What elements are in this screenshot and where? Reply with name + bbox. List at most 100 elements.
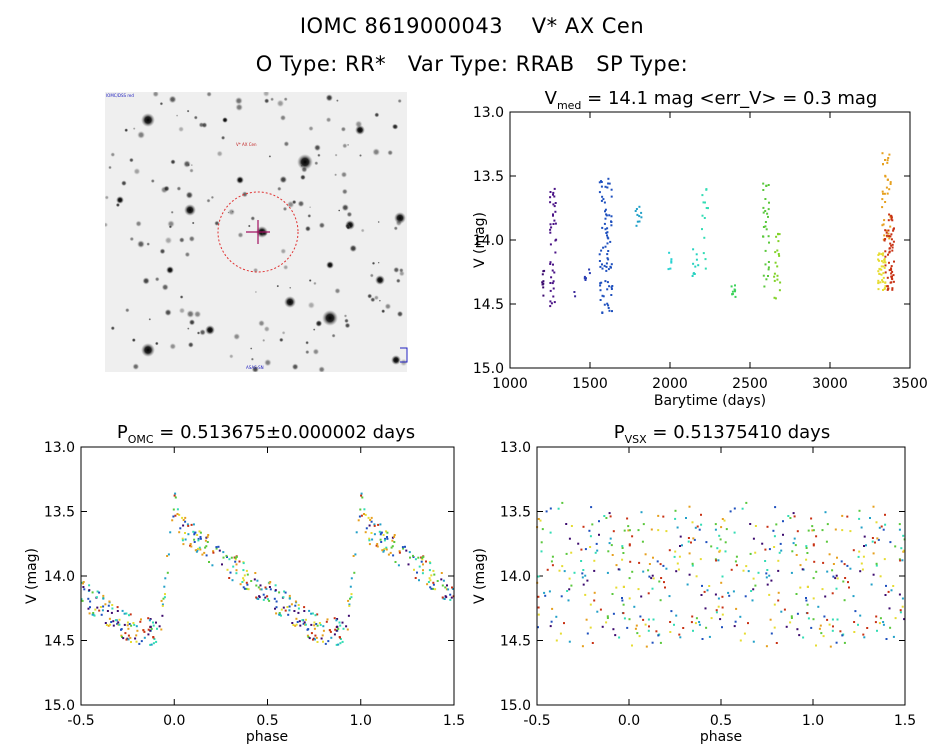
phase-point bbox=[678, 633, 681, 636]
phase-point bbox=[350, 593, 353, 596]
phase-point bbox=[826, 523, 829, 526]
phase-point bbox=[745, 565, 748, 568]
phase-point bbox=[299, 624, 302, 627]
lightcurve-point bbox=[611, 310, 613, 313]
phase-point bbox=[166, 571, 169, 574]
phase-point bbox=[182, 519, 185, 521]
x-tick-label: 0.5 bbox=[256, 713, 278, 729]
lightcurve-point bbox=[606, 231, 609, 234]
phase-point bbox=[647, 618, 650, 621]
lightcurve-point bbox=[606, 236, 609, 239]
phase-point bbox=[215, 547, 218, 550]
phase-point bbox=[114, 619, 117, 622]
phase-point bbox=[735, 564, 738, 567]
phase-point bbox=[714, 523, 717, 526]
lightcurve-points bbox=[541, 152, 895, 314]
phase-point bbox=[714, 593, 717, 596]
phase-point bbox=[421, 558, 424, 561]
phase-point bbox=[313, 621, 316, 624]
lightcurve-point bbox=[762, 274, 765, 277]
phase-point bbox=[720, 581, 723, 584]
lightcurve-point bbox=[605, 265, 608, 268]
phase-point bbox=[82, 586, 85, 588]
phase-point bbox=[234, 558, 237, 561]
phase-point bbox=[292, 624, 295, 626]
phase-point bbox=[127, 627, 130, 630]
phase-point bbox=[380, 531, 383, 534]
phase-point bbox=[570, 551, 573, 554]
phase-point bbox=[212, 551, 215, 554]
phase-point bbox=[273, 597, 276, 600]
lightcurve-point bbox=[541, 273, 544, 276]
faint-star bbox=[132, 127, 136, 130]
phase-point bbox=[778, 551, 781, 554]
phase-point bbox=[835, 574, 838, 577]
phase-point bbox=[568, 588, 571, 591]
lightcurve-point bbox=[877, 279, 880, 282]
phase-point bbox=[645, 645, 648, 648]
compass-icon bbox=[400, 347, 408, 363]
phase-point bbox=[355, 531, 358, 534]
phase-point bbox=[322, 629, 325, 632]
phase-point bbox=[651, 587, 654, 590]
phase-point bbox=[715, 559, 718, 562]
phase-point bbox=[704, 607, 707, 610]
lightcurve-point bbox=[604, 280, 607, 283]
faint-star bbox=[193, 115, 198, 120]
phase-point bbox=[801, 568, 804, 571]
phase-point bbox=[690, 541, 692, 544]
phase-point bbox=[291, 622, 294, 624]
faint-star bbox=[270, 97, 275, 102]
lightcurve-point bbox=[887, 229, 890, 232]
phase-point bbox=[783, 608, 786, 611]
phase-point bbox=[235, 563, 238, 566]
phase-point bbox=[644, 623, 647, 626]
phase-point bbox=[130, 624, 133, 627]
phase-point bbox=[696, 525, 699, 528]
phase-point bbox=[393, 534, 396, 536]
lightcurve-point bbox=[606, 242, 609, 245]
phase-point bbox=[857, 623, 859, 626]
phase-point bbox=[626, 626, 629, 629]
phase-point bbox=[568, 640, 571, 643]
phase-point bbox=[834, 577, 837, 580]
faint-star bbox=[396, 310, 404, 318]
phase-point bbox=[644, 553, 647, 556]
phase-point bbox=[795, 554, 798, 556]
phase-point bbox=[832, 563, 835, 565]
lightcurve-point bbox=[776, 265, 779, 268]
lightcurve-point bbox=[734, 284, 736, 287]
phase-point bbox=[347, 614, 350, 617]
phase-point bbox=[785, 625, 788, 628]
phase-point bbox=[817, 605, 820, 608]
phase-point bbox=[560, 595, 563, 598]
phase-point bbox=[694, 622, 697, 625]
lightcurve-point bbox=[549, 228, 552, 231]
lightcurve-point bbox=[890, 233, 893, 236]
phase-point bbox=[174, 514, 177, 517]
phase-point bbox=[875, 562, 878, 565]
phase-point bbox=[314, 638, 316, 641]
faint-star bbox=[170, 210, 174, 214]
phase-point bbox=[598, 533, 600, 536]
phase-point bbox=[593, 599, 596, 602]
phase-point bbox=[204, 539, 207, 542]
phase-point bbox=[688, 573, 691, 576]
lightcurve-point bbox=[598, 253, 601, 256]
faint-star bbox=[135, 220, 142, 227]
phase-point bbox=[268, 586, 271, 588]
star-13 bbox=[236, 176, 244, 184]
phase-point bbox=[875, 564, 878, 567]
phase-point bbox=[622, 552, 625, 554]
lightcurve-point bbox=[599, 289, 602, 292]
phase-point bbox=[153, 638, 156, 640]
phase-point bbox=[675, 614, 678, 617]
phase-point bbox=[245, 581, 248, 584]
phase-point bbox=[391, 539, 394, 542]
phase-point bbox=[380, 541, 383, 543]
phase-point bbox=[770, 632, 773, 635]
star-5 bbox=[141, 343, 155, 357]
phase-point bbox=[361, 496, 364, 499]
phase-point bbox=[843, 563, 846, 566]
phase-point bbox=[444, 595, 447, 598]
